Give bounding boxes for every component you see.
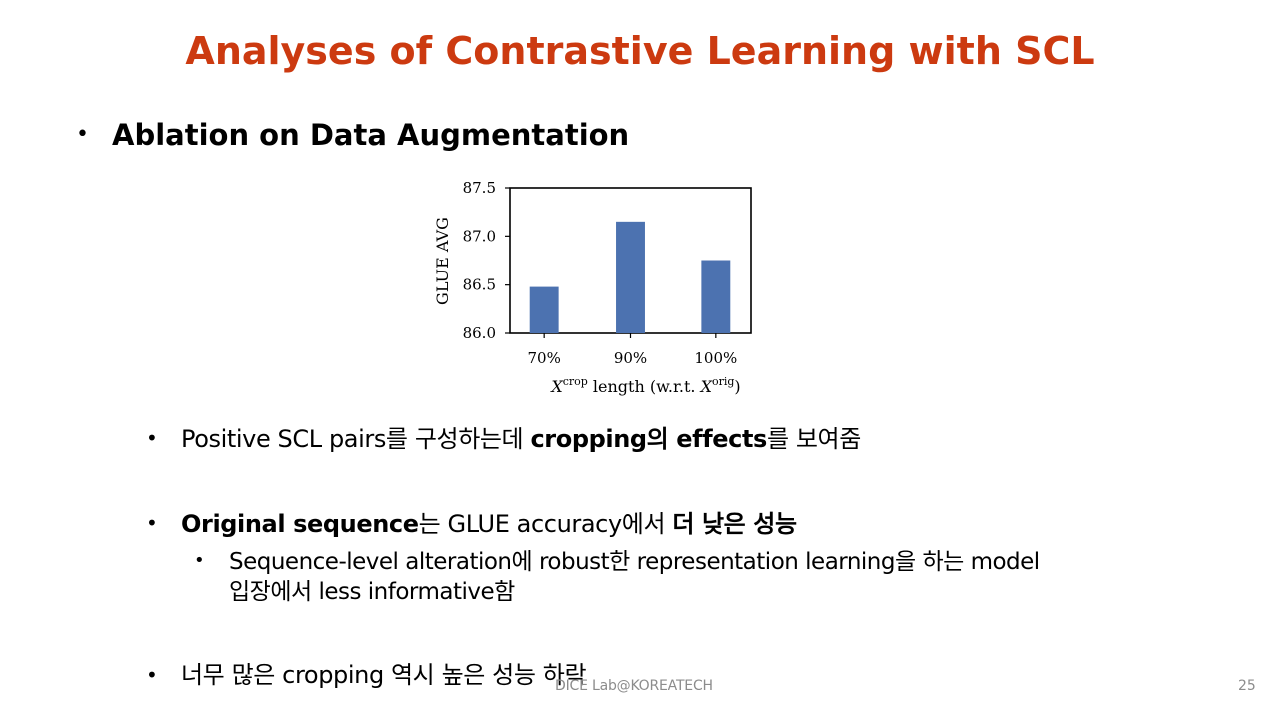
- bullet-1-part-1: Positive SCL pairs를 구성하는데: [181, 425, 531, 453]
- bullet-2-part-1: Original sequence: [181, 510, 419, 538]
- chart-y-tick-label: 86.0: [463, 324, 496, 342]
- footer-lab-name: DICE Lab@KOREATECH: [555, 678, 713, 694]
- bullet-1-part-2: cropping의 effects: [530, 425, 767, 453]
- bullet-3-part-1: 너무 많은 cropping 역시 높은 성능 하락: [181, 661, 587, 689]
- chart-y-ticks: 86.0 86.5 87.0 87.5: [463, 179, 510, 342]
- sub-bullet-line-1: Sequence-level alteration에 robust한 repre…: [229, 549, 1040, 575]
- chart-y-tick-label: 86.5: [463, 276, 496, 294]
- chart-bars: [529, 221, 731, 333]
- chart-x-tick-label: 70%: [527, 349, 560, 367]
- section-heading: Ablation on Data Augmentation: [112, 118, 630, 152]
- chart-bar: [701, 260, 731, 333]
- bullet-1-marker: •: [146, 426, 158, 450]
- bullet-2-text: Original sequence는 GLUE accuracy에서 더 낮은 …: [181, 509, 797, 539]
- bullet-2-marker: •: [146, 511, 158, 535]
- chart-y-tick-label: 87.5: [463, 179, 496, 197]
- slide-title: Analyses of Contrastive Learning with SC…: [185, 29, 1095, 73]
- chart-y-axis-label: GLUE AVG: [433, 217, 452, 305]
- bullet-2-part-3: 더 낮은 성능: [672, 510, 797, 538]
- bullet-1-text: Positive SCL pairs를 구성하는데 cropping의 effe…: [181, 424, 861, 454]
- chart-bar: [529, 286, 559, 333]
- chart-x-ticks: 70% 90% 100%: [527, 333, 737, 367]
- chart-x-axis-label: Xcrop length (w.r.t. Xorig): [549, 375, 740, 396]
- bar-chart: 86.0 86.5 87.0 87.5 70% 90% 100% GLUE AVG Xcr…: [433, 179, 752, 396]
- sub-bullet-marker: •: [194, 550, 205, 571]
- bullet-3-text: 너무 많은 cropping 역시 높은 성능 하락: [181, 660, 587, 690]
- bullet-3-marker: •: [146, 663, 158, 687]
- chart-x-tick-label: 90%: [614, 349, 647, 367]
- bullet-1-part-3: 를 보여줌: [766, 425, 861, 453]
- bullet-2-part-2: 는 GLUE accuracy에서: [418, 510, 673, 538]
- chart-y-tick-label: 87.0: [463, 227, 496, 245]
- chart-bar: [616, 221, 645, 333]
- chart-x-tick-label: 100%: [694, 349, 737, 367]
- page-number: 25: [1238, 678, 1256, 694]
- heading-bullet: •: [76, 122, 89, 147]
- sub-bullet-line-2: 입장에서 less informative함: [229, 579, 515, 605]
